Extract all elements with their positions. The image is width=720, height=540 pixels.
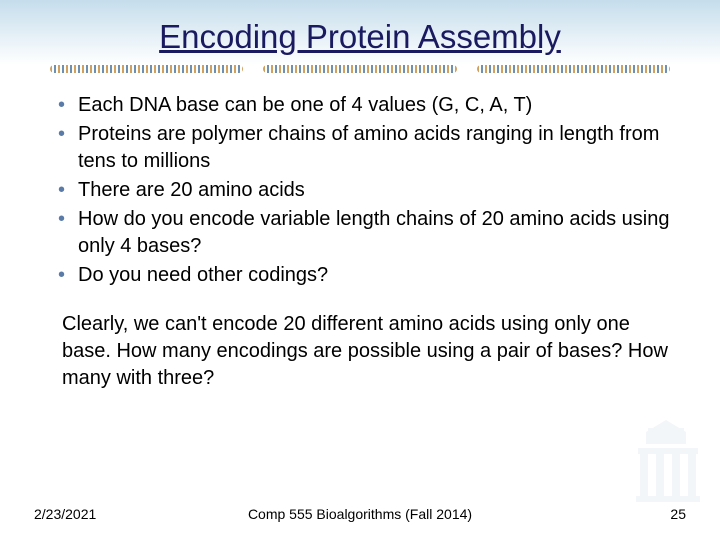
dna-helix-icon: [50, 65, 243, 73]
slide-title: Encoding Protein Assembly: [0, 0, 720, 56]
bullet-list: Each DNA base can be one of 4 values (G,…: [50, 92, 670, 289]
dna-helix-icon: [477, 65, 670, 73]
list-item: Each DNA base can be one of 4 values (G,…: [50, 92, 670, 119]
paragraph-text: Clearly, we can't encode 20 different am…: [50, 311, 670, 392]
footer-course: Comp 555 Bioalgorithms (Fall 2014): [248, 506, 472, 522]
list-item: Proteins are polymer chains of amino aci…: [50, 121, 670, 175]
slide-footer: 2/23/2021 Comp 555 Bioalgorithms (Fall 2…: [0, 506, 720, 522]
footer-date: 2/23/2021: [34, 506, 96, 522]
list-item: There are 20 amino acids: [50, 177, 670, 204]
list-item: Do you need other codings?: [50, 262, 670, 289]
unc-logo-watermark: [630, 414, 702, 504]
page-number: 25: [670, 506, 686, 522]
list-item: How do you encode variable length chains…: [50, 206, 670, 260]
slide-body: Each DNA base can be one of 4 values (G,…: [0, 76, 720, 392]
dna-divider: [50, 62, 670, 76]
dna-helix-icon: [263, 65, 456, 73]
